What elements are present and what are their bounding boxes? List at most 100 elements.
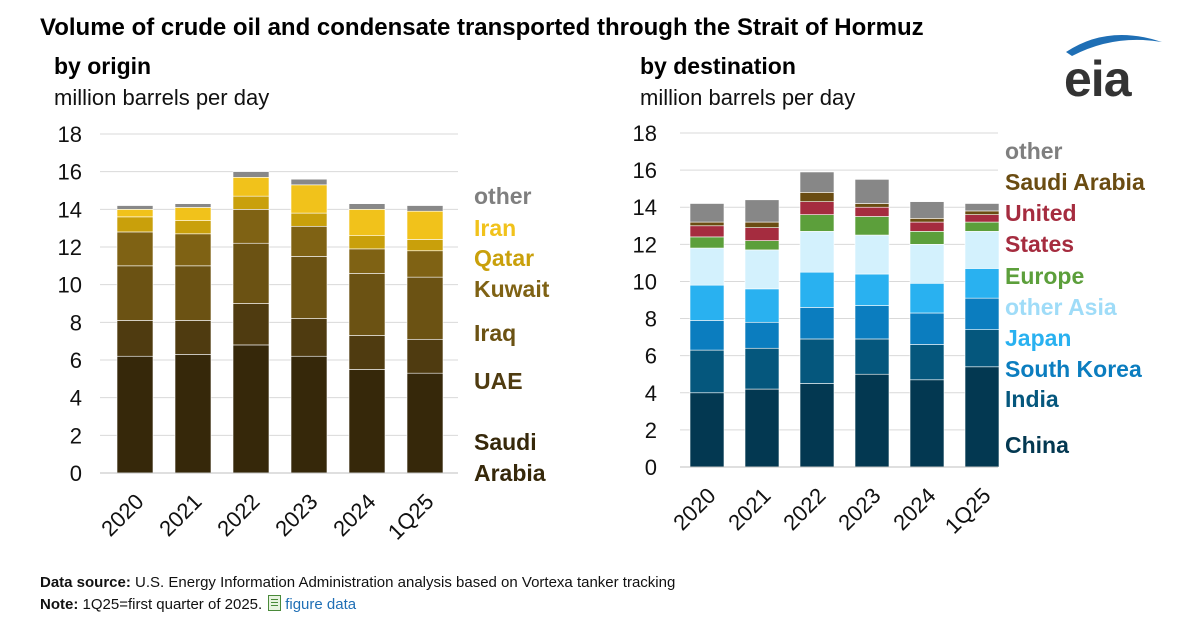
y-tick-label: 12	[633, 232, 657, 257]
y-tick-label: 4	[70, 386, 82, 411]
note-label: Note:	[40, 596, 79, 613]
bar-segment	[964, 210, 1000, 215]
legend-label: United	[1005, 200, 1077, 226]
bar-segment	[348, 273, 386, 336]
bar-segment	[689, 221, 725, 227]
bar-segment	[799, 171, 835, 193]
source-label: Data source:	[40, 574, 131, 591]
y-tick-label: 2	[645, 418, 657, 443]
bar-segment	[854, 273, 890, 306]
bar-segment	[909, 312, 945, 345]
bar-segment	[799, 307, 835, 340]
legend-label: Europe	[1005, 263, 1084, 289]
bar-segment	[232, 242, 270, 304]
x-tick-label: 2024	[888, 483, 940, 535]
bar-segment	[116, 320, 154, 357]
bar-segment	[689, 225, 725, 238]
bar-segment	[406, 205, 444, 212]
logo-text: eia	[1064, 51, 1132, 107]
bar-segment	[799, 192, 835, 202]
bar-segment	[689, 247, 725, 286]
y-tick-label: 8	[70, 310, 82, 335]
bar-segment	[348, 209, 386, 236]
bar-segment	[689, 392, 725, 468]
bar-segment	[799, 338, 835, 384]
legend-label: Arabia	[474, 460, 546, 486]
x-tick-label: 2020	[668, 483, 720, 535]
y-tick-label: 2	[70, 423, 82, 448]
y-tick-label: 8	[645, 307, 657, 332]
bar-segment	[232, 171, 270, 178]
legend-label: Iraq	[474, 320, 516, 346]
bar-segment	[744, 288, 780, 323]
bar-segment	[909, 221, 945, 232]
destination-chart: by destination million barrels per day 0 2 4…	[633, 53, 1145, 539]
legend-label: India	[1005, 386, 1059, 412]
bar-segment	[174, 233, 212, 267]
y-tick-label: 4	[645, 381, 657, 406]
bar-segment	[744, 249, 780, 290]
bar-segment	[964, 214, 1000, 223]
bar-segment	[348, 335, 386, 370]
bar-segment	[854, 338, 890, 375]
bar-segment	[964, 231, 1000, 269]
bar-segment	[909, 344, 945, 381]
bar-segment	[406, 210, 444, 240]
bar-segment	[348, 248, 386, 274]
bar-segment	[909, 282, 945, 314]
y-tick-label: 0	[70, 461, 82, 486]
bar-segment	[232, 209, 270, 244]
bar-segment	[799, 231, 835, 273]
y-tick-label: 14	[633, 195, 657, 220]
legend-label: other	[474, 183, 532, 209]
legend-label: South Korea	[1005, 356, 1142, 382]
y-tick-label: 14	[58, 197, 82, 222]
bar-segment	[116, 355, 154, 474]
y-tick-label: 12	[58, 235, 82, 260]
bar-segment	[232, 344, 270, 474]
bar-segment	[689, 203, 725, 223]
logo-swoosh-icon	[1066, 34, 1162, 56]
bar-segment	[290, 318, 328, 357]
bar-segment	[174, 354, 212, 474]
bar-segment	[232, 303, 270, 346]
bar-segment	[854, 179, 890, 204]
bar-segment	[689, 284, 725, 321]
bar-segment	[964, 297, 1000, 330]
bar-segment	[854, 216, 890, 236]
bar-segment	[909, 218, 945, 223]
bar-segment	[116, 231, 154, 267]
bar-segment	[854, 373, 890, 468]
bar-segment	[964, 268, 1000, 299]
figure-data-link[interactable]: figure data	[285, 596, 357, 613]
bar-segment	[964, 203, 1000, 212]
bar-segment	[744, 199, 780, 223]
legend-label: Iran	[474, 215, 516, 241]
bar-segment	[964, 366, 1000, 468]
chart-title: Volume of crude oil and condensate trans…	[40, 14, 924, 41]
x-tick-label: 2023	[833, 483, 885, 535]
bar-segment	[799, 271, 835, 308]
y-axis-units: million barrels per day	[54, 85, 269, 110]
bar-segment	[116, 265, 154, 321]
bar-segment	[689, 320, 725, 351]
footer-source: Data source: U.S. Energy Information Adm…	[40, 574, 675, 591]
legend-label: Kuwait	[474, 276, 550, 302]
bar-segment	[744, 388, 780, 468]
bar-segment	[854, 206, 890, 217]
bar-segment	[964, 221, 1000, 232]
y-tick-label: 16	[633, 158, 657, 183]
y-axis-units: million barrels per day	[640, 85, 855, 110]
bar-segment	[744, 221, 780, 228]
bar-segment	[799, 201, 835, 215]
y-tick-label: 10	[58, 273, 82, 298]
bar-segment	[744, 347, 780, 390]
y-tick-label: 18	[633, 121, 657, 146]
source-text: U.S. Energy Information Administration a…	[130, 574, 676, 591]
x-tick-label: 2021	[723, 483, 775, 535]
chart-subtitle: by origin	[54, 53, 151, 79]
legend-label: Saudi Arabia	[1005, 169, 1145, 195]
bar-segment	[406, 250, 444, 278]
bar-segment	[909, 231, 945, 245]
bar-segment	[854, 234, 890, 275]
